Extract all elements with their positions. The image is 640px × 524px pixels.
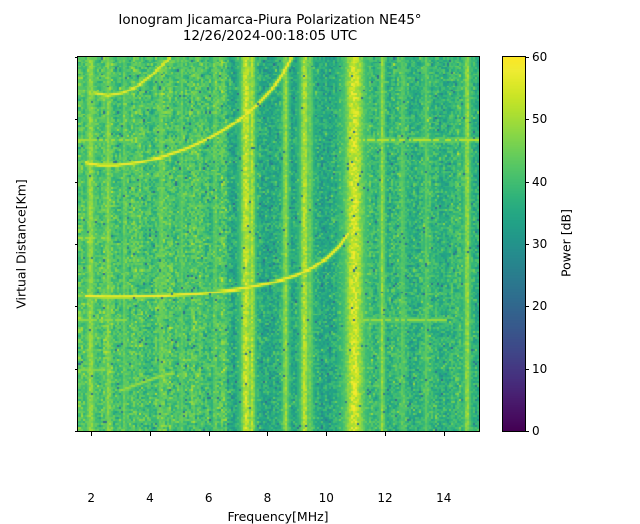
- colorbar-tick-label: 40: [532, 174, 548, 189]
- x-tick-mark: [384, 432, 386, 436]
- colorbar-tick-mark: [525, 119, 529, 121]
- colorbar-tick-mark: [525, 431, 529, 432]
- figure-title: Ionogram Jicamarca-Piura Polarization NE…: [118, 12, 422, 44]
- x-axis-label: Frequency[MHz]: [227, 509, 329, 524]
- colorbar-tick-label: 30: [532, 237, 548, 251]
- x-tick-label: 12: [377, 491, 393, 505]
- x-tick-mark: [326, 432, 328, 436]
- ionogram-figure: Ionogram Jicamarca-Piura Polarization NE…: [14, 12, 574, 524]
- x-tick-mark: [443, 432, 445, 436]
- x-tick-mark: [91, 432, 93, 436]
- x-tick-mark: [267, 432, 269, 436]
- colorbar-tick-mark: [525, 306, 529, 308]
- colorbar-tick-label: 50: [532, 112, 548, 127]
- x-tick-label: 4: [146, 491, 154, 505]
- colorbar-tick-mark: [525, 244, 529, 245]
- x-tick-mark: [208, 432, 210, 436]
- y-tick-mark: [74, 368, 78, 370]
- x-tick-label: 8: [263, 491, 272, 505]
- x-tick-label: 10: [318, 491, 334, 505]
- colorbar-tick-label: 60: [532, 50, 548, 64]
- colorbar-tick-mark: [525, 368, 529, 370]
- colorbar-tick-label: 0: [532, 424, 540, 438]
- x-tick-label: 2: [87, 491, 96, 505]
- y-tick-mark: [74, 431, 78, 432]
- y-tick-mark: [74, 306, 78, 308]
- colorbar: 0 10 20 30 40 50 60: [502, 50, 547, 438]
- colorbar-label: Power [dB]: [558, 208, 574, 278]
- y-tick-mark: [74, 181, 78, 183]
- x-tick-label: 6: [204, 491, 213, 505]
- y-tick-mark: [74, 119, 78, 121]
- colorbar-tick-mark: [525, 57, 529, 58]
- colorbar-tick-mark: [525, 181, 529, 183]
- y-tick-mark: [74, 57, 78, 58]
- y-tick-mark: [74, 244, 78, 245]
- colorbar-tick-label: 10: [532, 361, 548, 376]
- ionogram-heatmap-canvas: [78, 57, 479, 431]
- x-tick-mark: [149, 432, 151, 436]
- colorbar-gradient: [503, 57, 525, 431]
- y-axis-label: Virtual Distance[Km]: [13, 179, 29, 309]
- colorbar-tick-label: 20: [532, 299, 548, 314]
- x-tick-label: 14: [436, 491, 452, 505]
